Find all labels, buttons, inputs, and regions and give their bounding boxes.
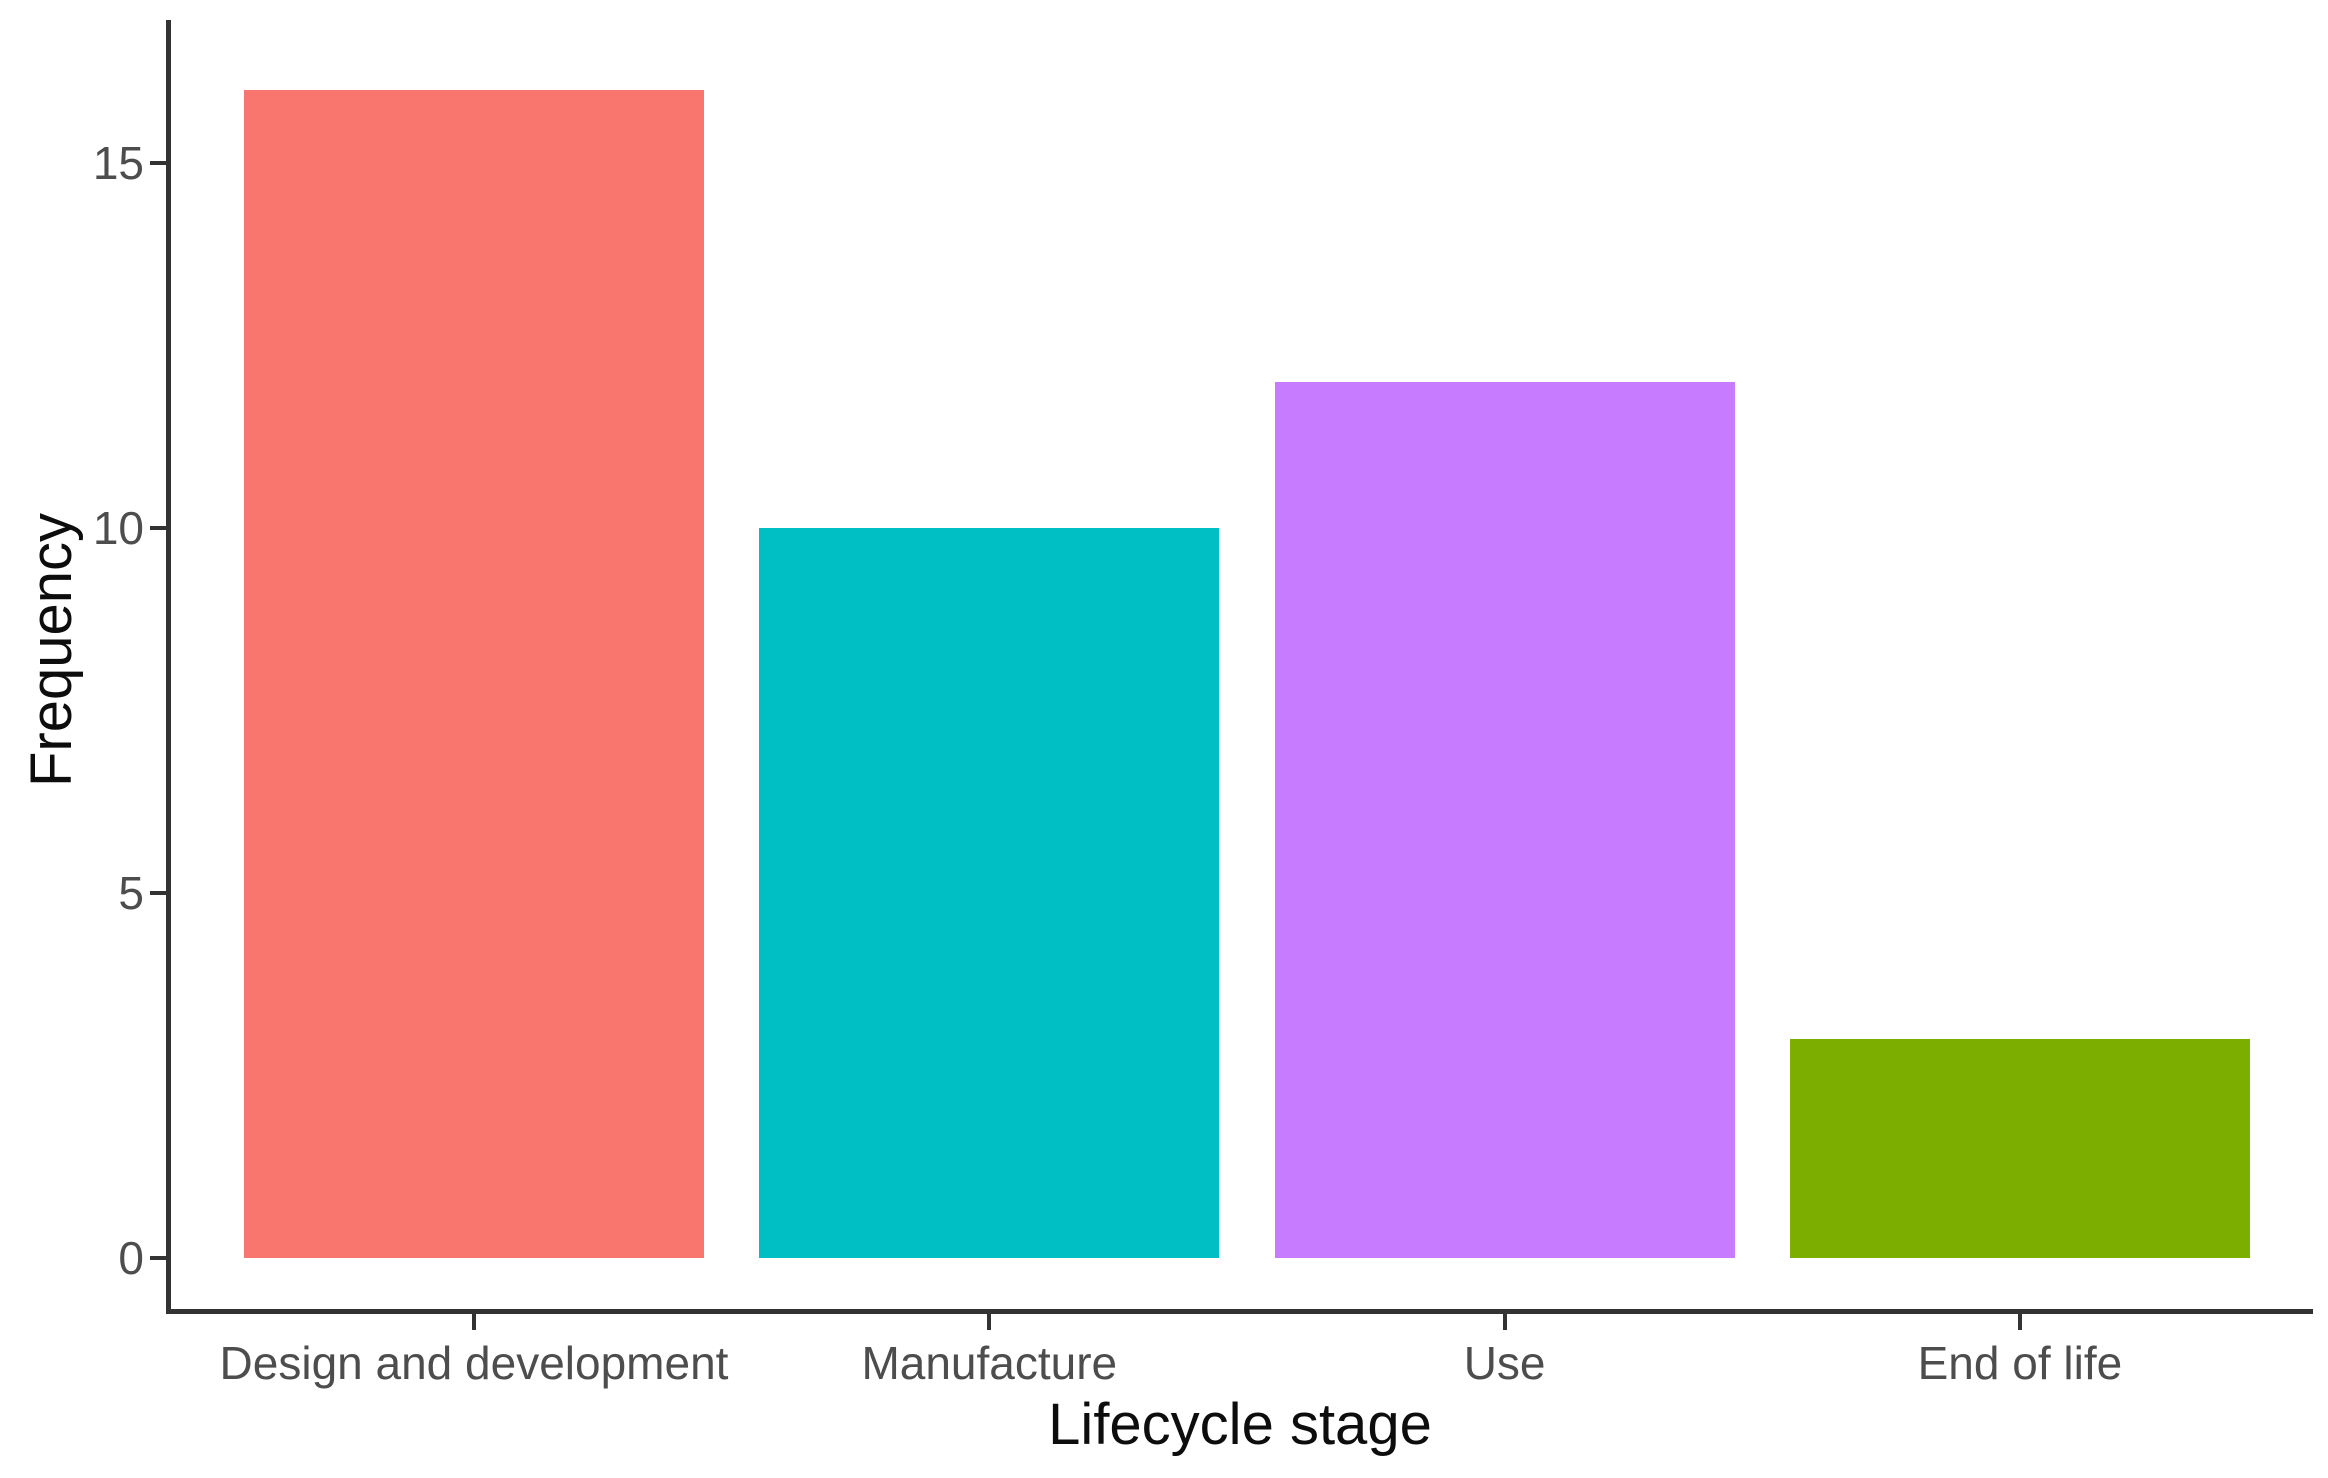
y-axis-title: Frequency [19,512,84,788]
x-tick-label: End of life [1917,1337,2123,1389]
y-tick-label: 15 [92,137,144,189]
y-tick-label: 0 [118,1232,144,1284]
bar-design-and-development [244,90,704,1258]
y-axis-line [166,20,171,1314]
y-tick-label: 5 [118,867,144,919]
y-tick-mark [150,526,166,530]
y-tick-mark [150,1256,166,1260]
x-tick-mark [2017,1314,2022,1330]
bar-end-of-life [1789,1039,2250,1258]
x-axis-line [166,1309,2313,1314]
x-tick-mark [472,1314,476,1330]
x-tick-mark [987,1314,992,1330]
x-tick-mark [1502,1314,1507,1330]
y-tick-mark [150,891,166,895]
x-tick-label: Manufacture [861,1337,1118,1389]
y-tick-label: 10 [92,502,144,554]
y-tick-mark [150,161,166,165]
x-tick-label: Design and development [219,1337,729,1389]
bar-manufacture [759,528,1220,1258]
bar-use [1274,382,1735,1258]
x-axis-title: Lifecycle stage [1048,1392,1432,1457]
x-tick-label: Use [1463,1337,1546,1389]
